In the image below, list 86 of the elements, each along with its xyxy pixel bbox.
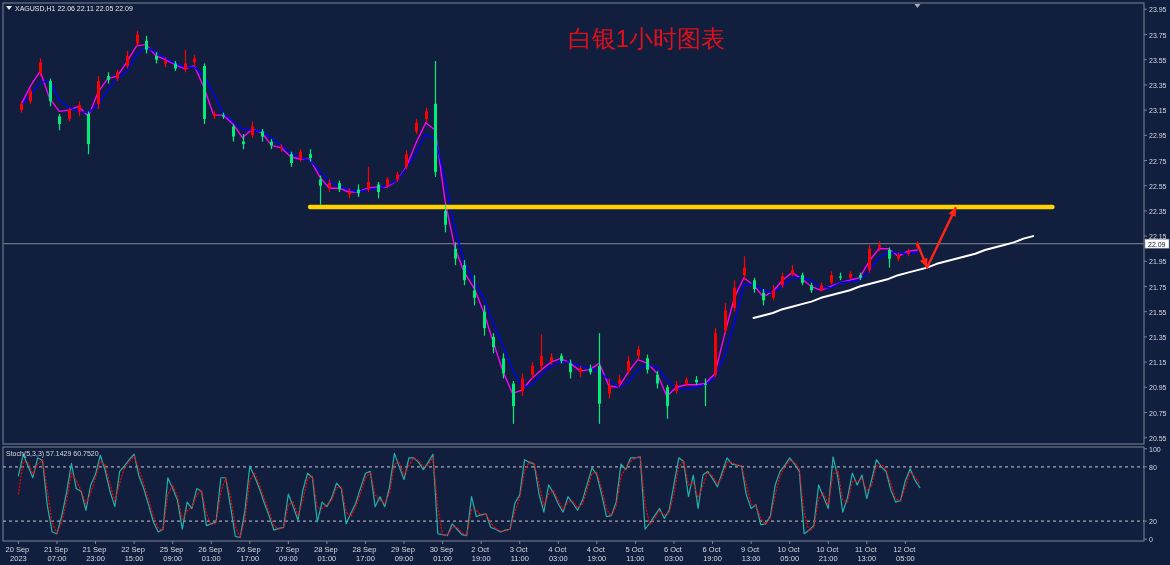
candlestick [675, 380, 678, 395]
candlestick [184, 49, 187, 73]
candlestick [454, 241, 457, 266]
candlestick [492, 332, 495, 354]
candlestick [907, 248, 910, 257]
candlestick [193, 54, 196, 67]
candlestick [78, 100, 81, 117]
candlestick [589, 364, 592, 376]
candlestick [463, 259, 466, 286]
candlestick [569, 358, 572, 380]
candlestick [849, 270, 852, 280]
candlestick [145, 35, 148, 54]
candlestick [820, 282, 823, 293]
candlestick [299, 148, 302, 163]
candlestick [136, 30, 139, 47]
candlestick [87, 110, 90, 155]
candlestick [772, 284, 775, 301]
candlestick [377, 181, 380, 199]
candlestick [174, 60, 177, 72]
candlestick [386, 176, 389, 189]
candlestick [58, 113, 61, 131]
candlestick [608, 377, 611, 400]
candlestick [367, 166, 370, 193]
candlestick [107, 71, 110, 85]
candlestick [357, 183, 360, 198]
candlestick [791, 264, 794, 278]
candlestick [68, 106, 71, 123]
candlestick [444, 204, 447, 233]
candlestick [714, 327, 717, 378]
candlestick [888, 246, 891, 269]
candlestick [126, 50, 129, 70]
candlestick [232, 123, 235, 143]
candlestick [618, 374, 621, 388]
candlestick [656, 370, 659, 390]
candlestick [502, 352, 505, 380]
text: 白银1小时图表 [567, 24, 726, 52]
candlestick [579, 365, 582, 378]
candlestick [348, 187, 351, 199]
candlestick [637, 345, 640, 361]
candlestick [627, 355, 630, 376]
candlestick [646, 353, 649, 375]
candlestick [839, 272, 842, 281]
candlestick [396, 171, 399, 183]
candlestick [724, 302, 727, 334]
candlestick [868, 244, 871, 274]
candlestick [512, 380, 515, 425]
candlestick [116, 69, 119, 82]
candlestick [781, 272, 784, 289]
candlestick [550, 352, 553, 366]
candlestick [810, 282, 813, 294]
candlestick [801, 272, 804, 286]
candlestick [685, 376, 688, 387]
line-series [752, 235, 1035, 319]
candlestick [97, 75, 100, 110]
candlestick [483, 304, 486, 337]
candlestick [434, 60, 437, 178]
candlestick [560, 352, 563, 364]
candlestick [415, 118, 418, 135]
candlestick [203, 62, 206, 125]
candlestick [598, 332, 601, 425]
candlestick [251, 120, 254, 139]
candlestick [473, 274, 476, 306]
candlestick [405, 149, 408, 170]
candlestick [762, 288, 765, 306]
candlestick [425, 106, 428, 124]
candlestick [521, 372, 524, 397]
candlestick [309, 148, 312, 163]
candlestick [859, 272, 862, 281]
candlestick [49, 78, 52, 107]
candlestick [743, 255, 746, 281]
candlestick [20, 100, 23, 114]
candlestick [897, 251, 900, 262]
candlestick [540, 333, 543, 372]
candlestick [328, 178, 331, 193]
candlestick [830, 270, 833, 285]
candlestick [733, 279, 736, 313]
candlestick [531, 361, 534, 380]
candlestick [319, 175, 322, 206]
candlestick [29, 88, 32, 105]
candlestick [39, 57, 42, 77]
candlestick [666, 384, 669, 420]
candlestick [261, 128, 264, 143]
candlestick [155, 51, 158, 65]
candlestick [338, 180, 341, 193]
candlestick [753, 277, 756, 294]
candlestick [290, 151, 293, 168]
